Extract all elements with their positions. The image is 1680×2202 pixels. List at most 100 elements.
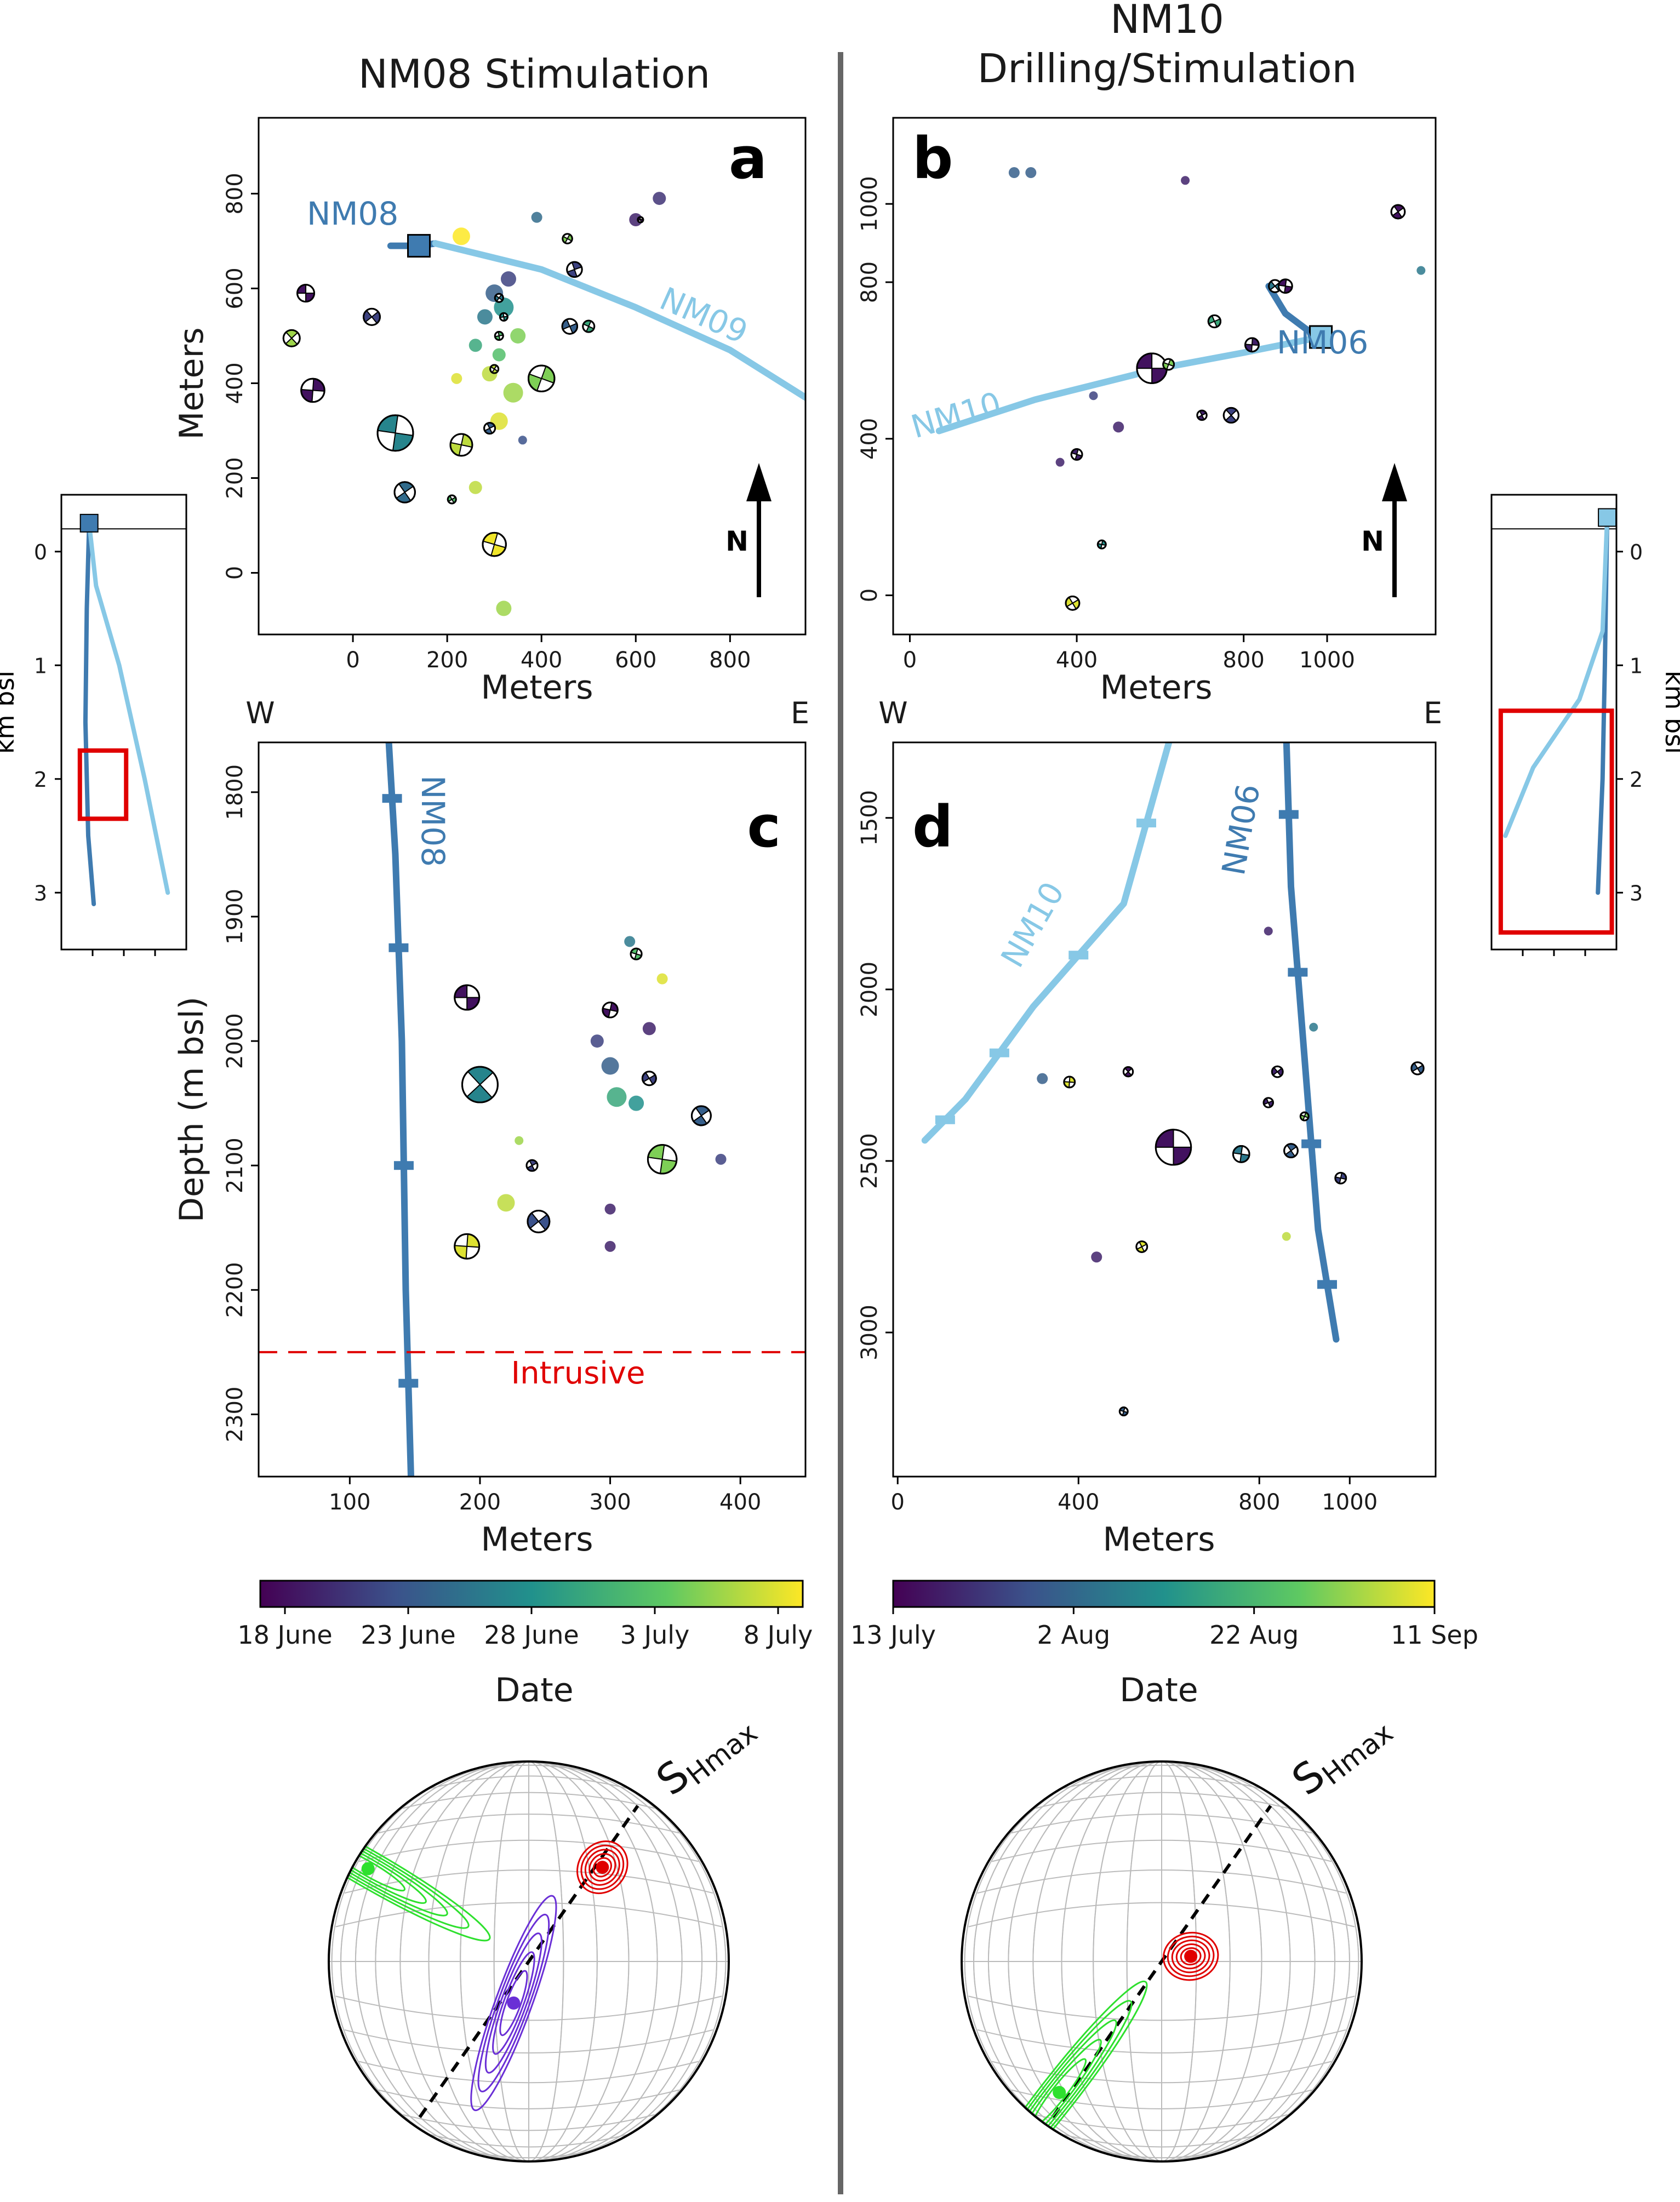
focal-mechanism	[454, 984, 481, 1011]
focal-mechanism	[1262, 1097, 1274, 1108]
panel-a-ylabel: Meters	[173, 327, 211, 439]
inset-left-ticks: 0 1 2 3	[34, 540, 156, 956]
x-tick-label: 400	[1056, 648, 1098, 673]
seismic-event	[1282, 1232, 1291, 1241]
focal-mechanism	[449, 433, 473, 457]
focal-mechanism	[582, 319, 596, 333]
panel-b: 0 400 800 1000 0 400 800 1000 b Meters NM06 NM1…	[857, 117, 1437, 707]
inset-tick-label: 0	[1630, 540, 1643, 564]
seismic-event	[604, 1203, 616, 1215]
pole-contour-green	[986, 2000, 1133, 2161]
inset-left-wells	[61, 513, 186, 906]
seismic-event	[1436, 1005, 1444, 1014]
focal-mechanism	[1155, 1129, 1192, 1166]
seismic-event	[642, 1022, 656, 1036]
inset-well-nm08	[83, 521, 96, 906]
pole-contour-purple	[499, 1970, 528, 2037]
seismic-event	[468, 339, 482, 352]
x-tick-label: 400	[719, 1490, 761, 1515]
panel-c: 100 200 300 400 1800 1900 2000 2100 2200 2300 c W…	[173, 696, 809, 1559]
focal-mechanism	[561, 318, 579, 335]
seismic-event	[518, 436, 527, 445]
focal-mechanism	[1410, 1061, 1425, 1076]
focal-mechanism	[454, 1233, 481, 1260]
panel-a-wells	[387, 234, 805, 401]
x-tick-label: 100	[329, 1490, 370, 1515]
y-tick-label: 2300	[222, 1387, 248, 1443]
panel-d-west: W	[878, 696, 907, 730]
inset-focus-box	[77, 748, 129, 821]
north-arrow-b: N	[1361, 463, 1407, 597]
focal-mechanism	[1232, 1145, 1250, 1163]
focal-mechanism	[602, 1002, 619, 1019]
x-tick-label: 400	[521, 648, 562, 673]
x-tick-label: 300	[589, 1490, 631, 1515]
focal-mechanism	[1118, 1406, 1129, 1416]
colorbar-tick-label: 11 Sep	[1391, 1620, 1478, 1650]
focal-mechanism	[1065, 595, 1081, 611]
casing-marker	[382, 794, 402, 803]
seismic-event	[497, 1194, 515, 1212]
x-tick-label: 0	[903, 648, 917, 673]
panel-d-frame	[892, 741, 1437, 1478]
casing-marker	[388, 943, 409, 952]
inset-left: 0 1 2 3 km bsl	[0, 494, 187, 956]
seismic-event	[590, 1034, 604, 1048]
north-label-b: N	[1361, 525, 1384, 557]
right-title-line2: Drilling/Stimulation	[978, 45, 1357, 91]
panel-a-xlabel: Meters	[481, 668, 593, 707]
seismic-event	[1055, 457, 1065, 467]
focal-mechanism	[1283, 1143, 1299, 1159]
seismic-event	[624, 936, 636, 947]
casing-marker	[1068, 951, 1089, 960]
casing-marker	[1317, 1280, 1337, 1289]
seismic-event	[503, 382, 523, 403]
colorbar-right-bar	[892, 1580, 1436, 1608]
y-tick-label: 200	[222, 457, 248, 499]
x-tick-label: 200	[459, 1490, 501, 1515]
focal-mechanism	[641, 1071, 657, 1086]
inset-tick-label: 1	[1630, 654, 1643, 678]
well-label-nm06-depth: NM06	[1215, 781, 1267, 878]
pole-contour-red	[1171, 1939, 1210, 1974]
focal-mechanism	[1207, 314, 1222, 329]
inset-tick-label: 2	[34, 768, 47, 792]
y-tick-label: 800	[222, 173, 248, 214]
inset-right: 0 1 2 3 km bsl	[1490, 494, 1680, 956]
colorbar-tick-label: 28 June	[484, 1620, 579, 1650]
panel-c-events	[497, 936, 727, 1252]
x-tick-label: 800	[709, 648, 751, 673]
focal-mechanism	[461, 1066, 499, 1103]
x-tick-label: 200	[426, 648, 468, 673]
colorbar-right: 13 July 2 Aug 22 Aug 11 Sep Date	[850, 1580, 1478, 1709]
seismic-event	[715, 1153, 727, 1165]
pole-contour-green	[329, 1833, 427, 1904]
panel-b-focal-mechanisms	[1065, 204, 1406, 611]
seismic-event	[1037, 1073, 1048, 1084]
focal-mechanism	[637, 216, 644, 224]
panel-c-label: c	[747, 793, 781, 860]
seismic-event	[1113, 421, 1124, 433]
y-tick-label: 1800	[222, 764, 248, 820]
colorbar-left: 18 June 23 June 28 June 3 July 8 July Date	[237, 1580, 813, 1709]
stereonet-left-outline	[328, 1760, 730, 2163]
y-tick-label: 0	[857, 588, 882, 602]
casing-marker	[989, 1048, 1009, 1057]
right-title-line1: NM10	[1110, 0, 1224, 42]
pole-contour-green	[970, 1980, 1148, 2161]
pole-contour-red	[584, 1849, 620, 1886]
focal-mechanism	[1277, 278, 1293, 294]
casing-marker	[398, 1379, 419, 1388]
wellhead-nm08	[407, 234, 431, 258]
panel-c-xlabel: Meters	[481, 1520, 593, 1559]
pole-contour-purple	[492, 1951, 535, 2055]
panel-c-east: E	[791, 696, 809, 730]
seismic-event	[653, 192, 666, 205]
seismic-event	[607, 1087, 627, 1107]
seismic-event	[1264, 926, 1273, 936]
well-label-nm10-map: NM10	[907, 385, 1005, 445]
seismic-event	[656, 973, 668, 985]
focal-mechanism	[1222, 407, 1239, 424]
focal-mechanism	[1299, 1111, 1310, 1122]
casing-marker	[1278, 810, 1299, 819]
